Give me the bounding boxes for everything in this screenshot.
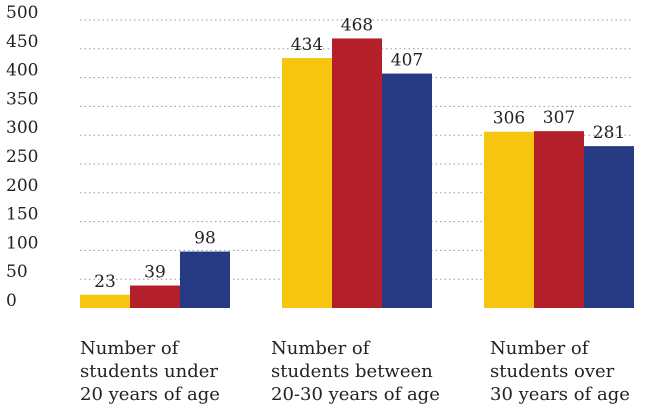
bar-cat2-series2 [332,38,382,308]
category-label-over-30: Number of students over 30 years of age [490,338,630,405]
data-label-cat1-series3: 98 [194,229,216,249]
y-tick-label-450: 450 [6,32,38,52]
y-tick-label-0: 0 [6,291,17,311]
data-label-cat3-series1: 306 [493,109,525,129]
y-tick-label-150: 150 [6,205,38,225]
bar-cat1-series3 [180,251,230,308]
data-labels: 23 39 98 434 468 407 306 307 281 [94,15,625,291]
category-label-20-30: Number of students between 20-30 years o… [271,338,440,405]
y-tick-label-200: 200 [6,176,38,196]
bar-cat3-series1 [484,131,534,308]
bar-cat3-series2 [534,131,584,308]
bar-cat2-series3 [382,73,432,309]
data-label-cat3-series2: 307 [543,108,575,128]
bar-cat1-series2 [130,285,180,308]
bar-cat2-series1 [282,58,332,309]
data-label-cat1-series1: 23 [94,272,116,292]
y-tick-label-250: 250 [6,147,38,167]
y-tick-label-300: 300 [6,118,38,138]
y-tick-label-500: 500 [6,3,38,23]
bar-cat1-series1 [80,294,130,308]
y-axis-tick-labels: 0 50 100 150 200 250 300 350 400 450 500 [6,3,38,311]
y-tick-label-350: 350 [6,89,38,109]
category-label-under-20: Number of students under 20 years of age [80,338,220,405]
y-tick-label-100: 100 [6,233,38,253]
data-label-cat3-series3: 281 [593,123,625,143]
data-label-cat2-series3: 407 [391,51,423,71]
bars [80,38,634,309]
bar-cat3-series3 [584,146,634,308]
y-tick-label-400: 400 [6,61,38,81]
data-label-cat2-series2: 468 [341,15,373,35]
y-tick-label-50: 50 [6,262,28,282]
data-label-cat1-series2: 39 [144,263,166,283]
data-label-cat2-series1: 434 [291,35,323,55]
